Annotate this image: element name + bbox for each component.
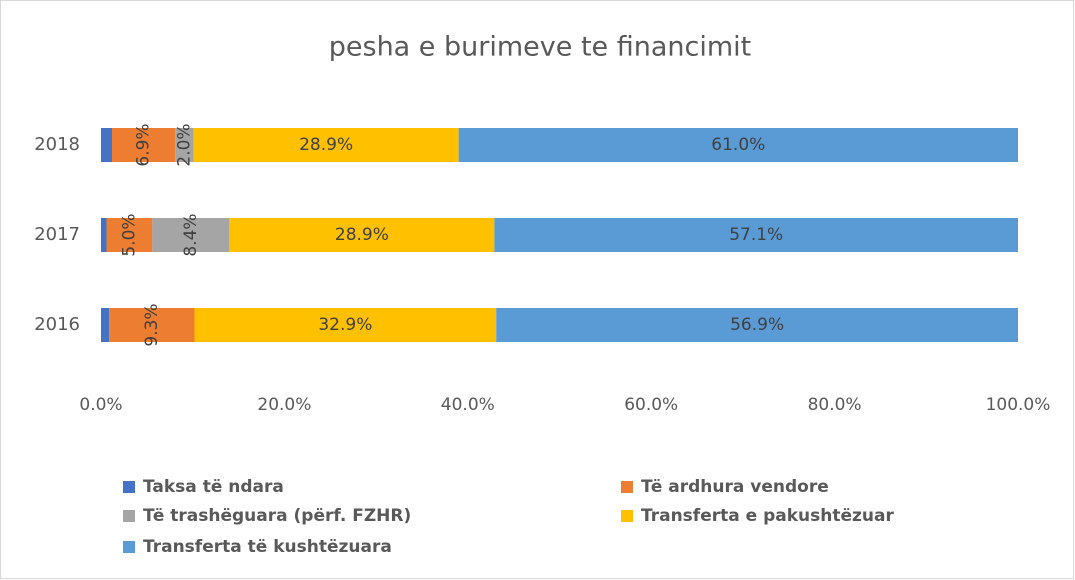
legend-swatch [123, 481, 135, 493]
legend-label: Të ardhura vendore [641, 477, 829, 497]
data-label: 6.9% [134, 123, 154, 166]
data-label: 5.0% [119, 213, 139, 256]
data-label: 8.4% [181, 213, 201, 256]
bar-segment [494, 218, 1018, 252]
data-label: 56.9% [730, 315, 784, 335]
bar-segment [101, 218, 107, 252]
x-tick-label: 0.0% [79, 395, 122, 415]
x-tick-label: 100.0% [986, 395, 1051, 415]
x-tick-label: 60.0% [624, 395, 678, 415]
legend-label: Transferta e pakushtëzuar [641, 506, 894, 526]
x-tick-label: 80.0% [808, 395, 862, 415]
y-tick-label: 2017 [34, 224, 80, 245]
legend-label: Transferta të kushtëzuara [143, 537, 392, 557]
y-tick-label: 2016 [34, 314, 80, 335]
bar-segment [152, 218, 230, 252]
x-tick-label: 40.0% [441, 395, 495, 415]
legend-swatch [621, 481, 633, 493]
bar-segment [109, 308, 195, 342]
data-label: 2.0% [174, 123, 194, 166]
bar-segment [101, 308, 110, 342]
bar-segment [106, 218, 153, 252]
data-label: 32.9% [318, 315, 372, 335]
bar-segment [229, 218, 495, 252]
legend-label: Të trashëguara (përf. FZHR) [143, 506, 411, 526]
bar-segment [101, 128, 113, 162]
data-label: 28.9% [299, 135, 353, 155]
data-label: 9.3% [142, 303, 162, 346]
bar-segment [194, 308, 497, 342]
legend-swatch [621, 510, 633, 522]
bar-segment [193, 128, 459, 162]
y-tick-label: 2018 [34, 134, 80, 155]
bar-segment [458, 128, 1018, 162]
bar-segment [496, 308, 1018, 342]
legend-swatch [123, 510, 135, 522]
data-label: 57.1% [729, 225, 783, 245]
legend-label: Taksa të ndara [143, 477, 284, 497]
bar-segment [112, 128, 176, 162]
data-label: 28.9% [335, 225, 389, 245]
legend-swatch [123, 541, 135, 553]
data-label: 61.0% [711, 135, 765, 155]
x-tick-label: 20.0% [257, 395, 311, 415]
chart-title: pesha e burimeve te financimit [329, 32, 751, 63]
bar-segment [175, 128, 194, 162]
